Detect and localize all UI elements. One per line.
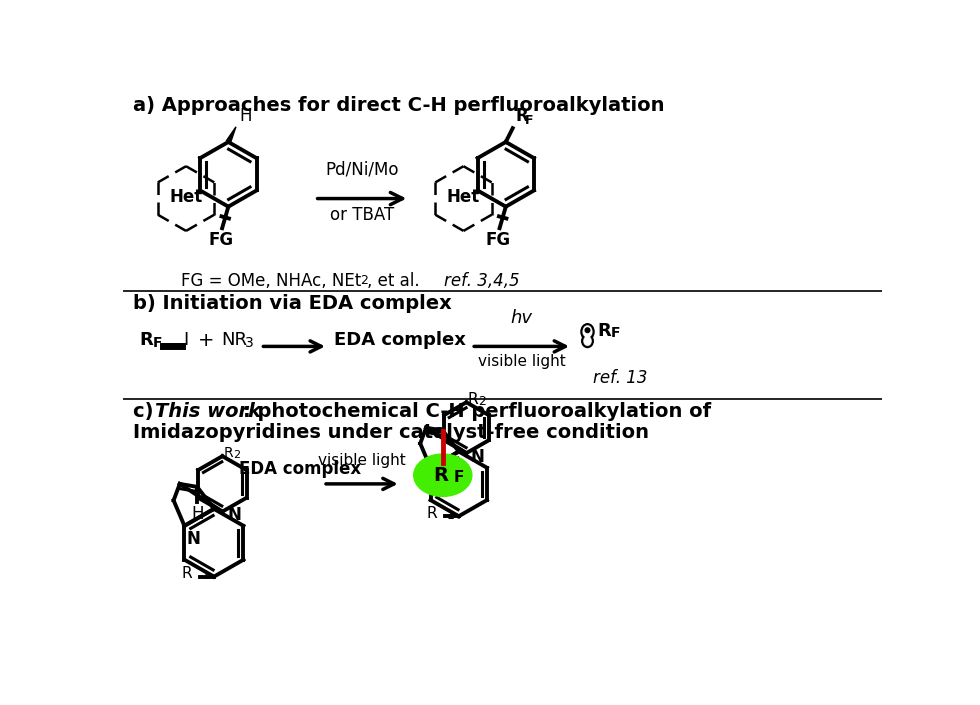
Text: or TBAT: or TBAT [330, 207, 394, 224]
Ellipse shape [583, 326, 592, 338]
Text: 1: 1 [446, 509, 454, 522]
Circle shape [585, 328, 590, 333]
Text: F: F [525, 114, 534, 128]
Text: I: I [183, 331, 189, 349]
Text: R: R [434, 466, 449, 485]
Text: FG: FG [485, 231, 511, 249]
Text: 2: 2 [478, 395, 486, 408]
Ellipse shape [581, 324, 594, 340]
Text: hv: hv [511, 309, 532, 327]
Polygon shape [226, 127, 236, 143]
Text: : photochemical C-H perfluoroalkylation of: : photochemical C-H perfluoroalkylation … [243, 402, 710, 421]
Text: H: H [240, 107, 252, 125]
Text: , et al.: , et al. [368, 271, 420, 290]
Text: ref. 3,4,5: ref. 3,4,5 [444, 271, 519, 290]
Text: R: R [467, 392, 478, 407]
Text: FG = OMe, NHAc, NEt: FG = OMe, NHAc, NEt [180, 271, 361, 290]
Text: a) Approaches for direct C-H perfluoroalkylation: a) Approaches for direct C-H perfluoroal… [133, 96, 664, 115]
Text: N: N [187, 530, 201, 548]
Text: Het: Het [447, 188, 480, 206]
Text: F: F [153, 336, 163, 350]
Text: F: F [611, 326, 620, 341]
Ellipse shape [582, 335, 593, 347]
Text: Het: Het [170, 188, 203, 206]
Text: c): c) [133, 402, 161, 421]
Text: 1: 1 [202, 570, 210, 582]
Text: +: + [198, 331, 215, 350]
Text: 2: 2 [233, 450, 240, 460]
Text: FG: FG [208, 231, 233, 249]
Text: R: R [515, 107, 528, 125]
Text: N: N [470, 448, 485, 466]
Text: EDA complex: EDA complex [334, 331, 466, 349]
Text: R: R [139, 331, 153, 349]
Text: R: R [181, 566, 192, 581]
Ellipse shape [584, 336, 591, 345]
Ellipse shape [414, 454, 471, 496]
Text: Imidazopyridines under catalyst-free condition: Imidazopyridines under catalyst-free con… [133, 424, 650, 443]
Text: b) Initiation via EDA complex: b) Initiation via EDA complex [133, 294, 452, 313]
Text: NR: NR [221, 331, 248, 349]
Text: This work: This work [155, 402, 262, 421]
Text: EDA complex: EDA complex [239, 460, 362, 478]
Text: R: R [598, 322, 612, 340]
Text: R: R [426, 505, 437, 521]
Text: F: F [454, 470, 464, 485]
Text: Pd/Ni/Mo: Pd/Ni/Mo [325, 161, 399, 178]
Text: ref. 13: ref. 13 [593, 369, 648, 388]
Text: H: H [191, 505, 204, 522]
Text: 2: 2 [361, 274, 368, 287]
Text: 3: 3 [245, 336, 254, 350]
Text: visible light: visible light [318, 453, 406, 469]
Text: N: N [433, 472, 447, 491]
Text: R: R [223, 446, 233, 460]
Text: N: N [227, 506, 241, 525]
Text: visible light: visible light [478, 354, 565, 369]
